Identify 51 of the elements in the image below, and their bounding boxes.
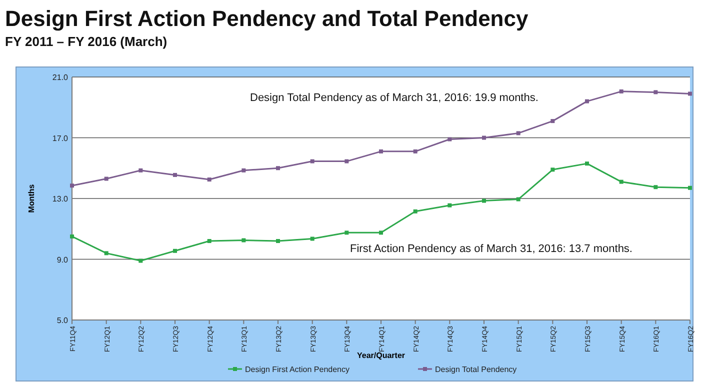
- point: [104, 176, 108, 181]
- point: [585, 99, 589, 104]
- point: [448, 137, 452, 142]
- point: [379, 149, 383, 154]
- point: [516, 197, 520, 202]
- point: [654, 90, 658, 94]
- point: [654, 185, 658, 190]
- point: [242, 168, 246, 172]
- annotation: First Action Pendency as of March 31, 2016: 13.7 months.: [350, 243, 632, 255]
- point: [242, 238, 246, 242]
- point: [482, 198, 486, 203]
- point: [550, 119, 555, 124]
- point: [344, 159, 349, 164]
- y-tick-label: 9.0: [56, 255, 69, 264]
- point: [448, 203, 452, 208]
- point: [344, 230, 349, 235]
- point: [688, 92, 692, 96]
- point: [482, 136, 486, 140]
- x-axis-title: Year/Quarter: [356, 351, 406, 360]
- point: [138, 168, 143, 172]
- point: [619, 180, 624, 184]
- point: [207, 239, 212, 244]
- point: [688, 186, 692, 190]
- point: [70, 234, 74, 238]
- point: [70, 184, 74, 188]
- y-tick-label: 21.0: [52, 73, 69, 82]
- point: [276, 166, 280, 170]
- y-tick-label: 13.0: [52, 194, 69, 204]
- point: [413, 209, 418, 214]
- chart-subtitle: FY 2011 – FY 2016 (March): [5, 34, 168, 49]
- point: [379, 230, 383, 235]
- point: [550, 168, 555, 172]
- chart-title: Design First Action Pendency and Total Pendency: [5, 6, 529, 31]
- legend-label: Design Total Pendency: [435, 365, 517, 374]
- y-tick-label: 5.0: [56, 316, 69, 325]
- legend-label: Design First Action Pendency: [245, 365, 350, 374]
- point: [173, 248, 177, 253]
- point: [619, 89, 624, 94]
- y-axis-title: Months: [27, 184, 36, 213]
- point: [585, 162, 589, 166]
- point: [310, 159, 314, 164]
- point: [413, 149, 418, 154]
- annotation: Design Total Pendency as of March 31, 2016: 19.9 months.: [250, 92, 538, 104]
- point: [276, 239, 280, 244]
- point: [104, 251, 108, 256]
- point: [516, 131, 520, 136]
- y-tick-label: 17.0: [52, 134, 69, 143]
- point: [310, 236, 314, 241]
- point: [207, 178, 212, 182]
- point: [138, 258, 143, 263]
- point: [173, 172, 177, 177]
